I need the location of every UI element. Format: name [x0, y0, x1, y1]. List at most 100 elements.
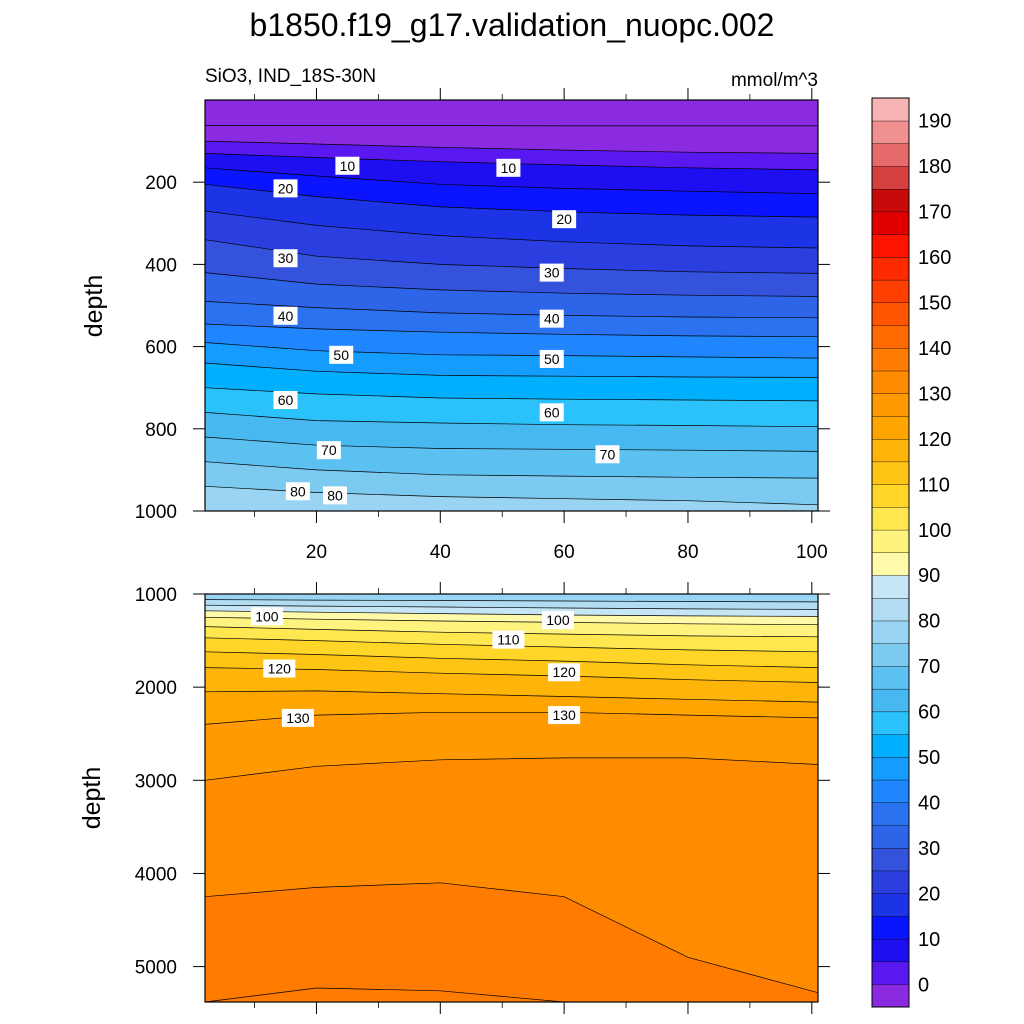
contour-label: 40	[544, 311, 560, 327]
contour-label-box	[595, 445, 620, 464]
upper-panel-contour-labels: 10 10 20 20 30 30 40 40 50 50 60 60 70 70 80 80	[273, 156, 620, 505]
contour-isoline	[205, 461, 818, 479]
contour-isoline	[205, 362, 818, 378]
contour-label-box	[552, 210, 577, 229]
colorbar-label: 190	[918, 111, 951, 133]
contour-isoline	[205, 412, 818, 428]
panel-frame	[204, 99, 819, 512]
contour-label: 80	[290, 483, 306, 499]
contour-label: 10	[340, 158, 356, 174]
y-tick-label: 1000	[135, 585, 177, 606]
contour-label-box	[539, 403, 564, 422]
contour-label-box	[273, 179, 298, 198]
colorbar-swatch	[871, 143, 910, 167]
contour-isoline	[205, 167, 818, 195]
contour-label-box	[281, 708, 314, 727]
contour-label: 10	[501, 160, 517, 176]
colorbar-label: 70	[918, 656, 940, 678]
colorbar-swatch	[871, 506, 910, 531]
colorbar-swatch	[871, 802, 910, 826]
contour-isoline	[205, 610, 818, 617]
colorbar-swatch	[871, 870, 910, 894]
colorbar-swatch	[871, 165, 910, 190]
colorbar-swatch	[871, 234, 910, 258]
contour-label: 70	[321, 442, 337, 458]
contour-label-box	[541, 611, 574, 630]
x-tick-label: 20	[306, 542, 327, 563]
lower-depth-panel: 100 100 110 120 120 130 130 1000 2000 3000 4000 50…	[78, 582, 830, 1014]
y-tick-label: 5000	[135, 958, 177, 979]
colorbar-label: 60	[918, 702, 940, 724]
colorbar-swatch	[871, 370, 910, 394]
units-label: mmol/m^3	[731, 70, 818, 91]
colorbar-swatch	[871, 552, 910, 576]
contour-label-box	[548, 663, 581, 682]
colorbar-swatch	[871, 688, 910, 713]
colorbar-label: 160	[918, 247, 951, 269]
colorbar-swatch	[871, 893, 910, 917]
colorbar-swatch	[871, 575, 910, 599]
contour-label-box	[539, 309, 564, 328]
contour-label-box	[548, 706, 581, 725]
colorbar-swatch	[871, 734, 910, 758]
lower-y-axis-title: depth	[78, 767, 106, 830]
colorbar-swatch	[871, 415, 910, 440]
colorbar-label: 20	[918, 883, 940, 905]
contour-label: 120	[268, 661, 292, 677]
contour-band	[205, 882, 818, 1002]
contour-isoline	[205, 651, 818, 668]
contour-label: 130	[286, 710, 310, 726]
contour-label: 110	[497, 632, 520, 648]
contour-isoline	[205, 604, 818, 610]
contour-label-box	[323, 486, 348, 505]
contour-label-box	[539, 349, 564, 368]
contour-label-box	[285, 482, 310, 501]
colorbar-swatch	[871, 461, 910, 485]
contour-isoline	[205, 210, 818, 249]
contour-label: 60	[544, 404, 560, 420]
contour-isoline	[205, 183, 818, 218]
colorbar-label: 180	[918, 156, 951, 178]
upper-panel-isolines	[205, 125, 818, 506]
contour-label-box	[496, 158, 521, 177]
contour-isoline	[205, 690, 818, 703]
contour-label-box	[316, 441, 341, 460]
colorbar-label: 90	[918, 565, 940, 587]
colorbar-swatch	[871, 825, 910, 849]
colorbar-swatch	[871, 347, 910, 372]
y-tick-label: 600	[145, 338, 177, 359]
contour-isoline	[205, 140, 818, 154]
colorbar-frame	[871, 97, 910, 1008]
contour-label-box	[492, 630, 525, 649]
colorbar-swatch	[871, 438, 910, 463]
colorbar-label: 0	[918, 974, 929, 996]
colorbar-swatch	[871, 484, 910, 508]
variable-label: SiO3, IND_18S-30N	[205, 66, 376, 87]
contour-label: 100	[255, 608, 279, 624]
contour-isoline	[205, 239, 818, 274]
contour-label-box	[329, 345, 354, 364]
colorbar-swatch	[871, 256, 910, 281]
contour-label: 50	[333, 347, 349, 363]
y-tick-label: 2000	[135, 678, 177, 699]
colorbar-swatch	[871, 597, 910, 622]
contour-label: 100	[546, 612, 570, 628]
contour-label-box	[273, 306, 298, 325]
colorbar: 0 10 20 30 40 50 60 70 80 90 100 110 120 130 140 150 160…	[871, 97, 951, 1008]
contour-band	[205, 486, 818, 511]
colorbar-label: 150	[918, 293, 951, 315]
colorbar-label: 10	[918, 929, 940, 951]
contour-band	[205, 988, 818, 1002]
x-tick-label: 60	[554, 542, 575, 563]
contour-isoline	[205, 757, 818, 781]
upper-depth-panel: 10 10 20 20 30 30 40 40 50 50 60 60 70 70 80 80 200 400 6…	[80, 88, 830, 563]
contour-isoline	[205, 436, 818, 452]
colorbar-label: 100	[918, 520, 951, 542]
contour-isoline	[205, 387, 818, 402]
contour-label: 60	[278, 392, 294, 408]
colorbar-swatch	[871, 847, 910, 872]
contour-isoline	[205, 667, 818, 683]
colorbar-swatch	[871, 325, 910, 349]
y-tick-label: 3000	[135, 771, 177, 792]
contour-label: 20	[556, 211, 572, 227]
